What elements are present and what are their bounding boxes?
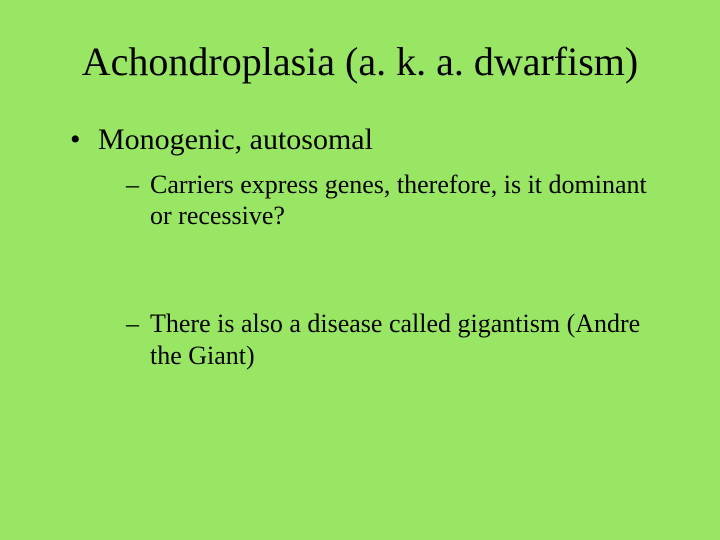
bullet-list-level2: Carriers express genes, therefore, is it…: [98, 169, 670, 372]
slide: Achondroplasia (a. k. a. dwarfism) Monog…: [0, 0, 720, 540]
slide-title: Achondroplasia (a. k. a. dwarfism): [50, 30, 670, 121]
sub-bullet-text: There is also a disease called gigantism…: [150, 309, 640, 370]
bullet-item: Monogenic, autosomal Carriers express ge…: [70, 121, 670, 371]
spacing: [126, 232, 670, 308]
sub-bullet-text: Carriers express genes, therefore, is it…: [150, 170, 647, 231]
sub-bullet-item: Carriers express genes, therefore, is it…: [126, 169, 670, 232]
bullet-list-level1: Monogenic, autosomal Carriers express ge…: [50, 121, 670, 371]
bullet-text: Monogenic, autosomal: [98, 123, 373, 156]
sub-bullet-item: There is also a disease called gigantism…: [126, 308, 670, 371]
